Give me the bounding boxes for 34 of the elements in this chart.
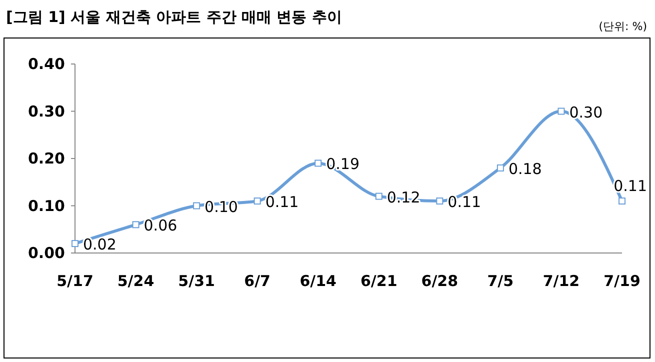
- data-label: 0.11: [448, 193, 482, 212]
- y-tick-label: 0.40: [28, 55, 65, 73]
- x-tick-label: 5/31: [178, 272, 215, 290]
- point: [254, 198, 261, 205]
- point: [496, 164, 504, 172]
- point: [558, 108, 565, 115]
- point: [193, 202, 200, 210]
- point: [72, 240, 78, 248]
- x-tick-label: 5/17: [56, 272, 94, 290]
- data-label: 0.18: [508, 160, 542, 178]
- point: [375, 192, 382, 200]
- y-tick-label: 0.10: [28, 196, 65, 215]
- x-tick-label: 5/24: [117, 272, 154, 290]
- chart-title: [그림 1] 서울 재건축 아파트 주간 매매 변동 추이: [6, 8, 342, 26]
- x-tick-label: 7/12: [542, 272, 580, 290]
- point: [618, 198, 626, 205]
- point: [132, 221, 140, 228]
- text: (단위: %): [598, 20, 647, 33]
- data-label: 0.30: [569, 103, 603, 122]
- data-label: 0.19: [326, 155, 360, 174]
- y-tick-label: 0.00: [28, 244, 65, 262]
- y-tick-label: 0.20: [28, 150, 65, 168]
- x-tick-label: 7/5: [487, 272, 514, 290]
- y-tick-label: 0.30: [28, 102, 65, 120]
- x-tick-label: 7/19: [604, 272, 640, 290]
- point: [436, 198, 444, 205]
- x-tick-label: 6/7: [244, 272, 271, 290]
- data-label: 0.06: [144, 216, 178, 235]
- x-tick-label: 6/14: [300, 272, 337, 290]
- point: [314, 160, 322, 167]
- x-tick-label: 6/28: [421, 272, 458, 290]
- x-tick-label: 6/21: [360, 272, 398, 290]
- data-label: 0.11: [265, 193, 299, 212]
- data-label: 0.02: [83, 236, 116, 254]
